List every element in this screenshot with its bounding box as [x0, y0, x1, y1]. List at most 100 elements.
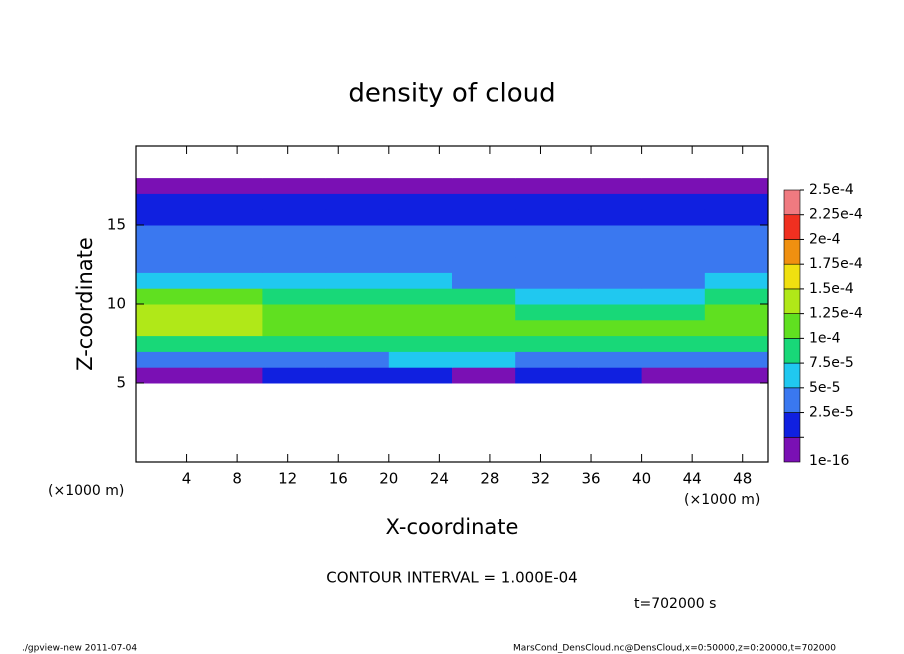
field: [136, 146, 769, 463]
field-cell: [641, 319, 706, 337]
field-cell: [388, 256, 453, 273]
field-cell: [641, 383, 706, 400]
field-cell: [704, 430, 769, 447]
field-cell: [641, 240, 706, 258]
field-cell: [136, 240, 200, 258]
field-cell: [452, 256, 516, 273]
field-cell: [515, 272, 579, 289]
field-cell: [199, 272, 263, 289]
field-cell: [388, 383, 453, 400]
field-cell: [136, 272, 200, 289]
x-tick-label: 32: [531, 470, 550, 488]
colorbar: 1e-16 2.5e-5 5e-5 7.5e-5 1e-4 1.25e-4 1.5e-4 1.…: [783, 182, 863, 469]
field-cell: [136, 335, 200, 352]
field-cell: [199, 335, 263, 352]
field-cell: [262, 256, 327, 273]
field-cell: [452, 414, 516, 431]
field-cell: [325, 146, 390, 163]
field-cell: [452, 304, 516, 321]
field-cell: [641, 446, 706, 463]
field-cell: [325, 193, 390, 210]
field-cell: [641, 288, 706, 305]
colorbar-swatch: [783, 288, 801, 314]
field-cell: [704, 288, 769, 305]
field-cell: [578, 414, 643, 431]
y-tick-label: 5: [116, 374, 126, 392]
field-cell: [641, 225, 706, 242]
field-cell: [199, 367, 263, 384]
colorbar-swatch: [783, 263, 801, 290]
x-axis-label: X-coordinate: [386, 515, 519, 539]
field-cell: [578, 161, 643, 179]
field-cell: [452, 383, 516, 400]
colorbar-label: 2.25e-4: [809, 207, 863, 223]
x-tick-label: 24: [430, 470, 449, 488]
field-cell: [262, 146, 327, 163]
field-cell: [325, 304, 390, 321]
field-cell: [262, 398, 327, 416]
field-cell: [388, 351, 453, 368]
field-cell: [136, 398, 200, 416]
field-cell: [452, 367, 516, 384]
field-cell: [452, 335, 516, 352]
field-cell: [578, 177, 643, 194]
field-cell: [199, 225, 263, 242]
field-cell: [515, 398, 579, 416]
field-cell: [515, 256, 579, 273]
field-cell: [325, 335, 390, 352]
y-tick-label: 15: [107, 216, 126, 234]
field-cell: [578, 272, 643, 289]
field-cell: [578, 240, 643, 258]
field-cell: [199, 304, 263, 321]
colorbar-swatch: [783, 214, 801, 240]
colorbar-label: 1e-4: [809, 330, 841, 346]
field-cell: [704, 177, 769, 194]
field-cell: [136, 446, 200, 463]
field-cell: [388, 398, 453, 416]
field-cell: [325, 398, 390, 416]
field-cell: [262, 193, 327, 210]
field-cell: [199, 240, 263, 258]
field-cell: [578, 430, 643, 447]
field-cell: [452, 288, 516, 305]
field-cell: [452, 240, 516, 258]
field-cell: [641, 398, 706, 416]
x-tick-label: 20: [379, 470, 398, 488]
chart-title: density of cloud: [348, 79, 555, 109]
field-cell: [199, 319, 263, 337]
field-cell: [325, 256, 390, 273]
field-cell: [262, 430, 327, 447]
field-cell: [515, 161, 579, 179]
field-cell: [704, 256, 769, 273]
x-tick-label: 36: [581, 470, 600, 488]
field-cell: [388, 414, 453, 431]
field-cell: [199, 383, 263, 400]
field-cell: [262, 367, 327, 384]
x-tick-label: 40: [632, 470, 651, 488]
field-cell: [388, 209, 453, 226]
field-cell: [262, 383, 327, 400]
field-cell: [641, 209, 706, 226]
field-cell: [262, 351, 327, 368]
colorbar-swatch: [783, 436, 801, 463]
field-cell: [388, 446, 453, 463]
field-cell: [704, 240, 769, 258]
field-cell: [262, 288, 327, 305]
field-cell: [325, 209, 390, 226]
colorbar-swatch: [783, 387, 801, 413]
field-cell: [388, 430, 453, 447]
footer-right: MarsCond_DensCloud.nc@DensCloud,x=0:5000…: [513, 644, 836, 654]
field-cell: [515, 146, 579, 163]
field-cell: [578, 335, 643, 352]
field-cell: [641, 193, 706, 210]
field-cell: [452, 209, 516, 226]
field-cell: [262, 209, 327, 226]
field-cell: [515, 430, 579, 447]
field-cell: [578, 367, 643, 384]
field-cell: [452, 446, 516, 463]
field-cell: [136, 288, 200, 305]
field-cell: [452, 225, 516, 242]
field-cell: [262, 240, 327, 258]
field-cell: [578, 225, 643, 242]
